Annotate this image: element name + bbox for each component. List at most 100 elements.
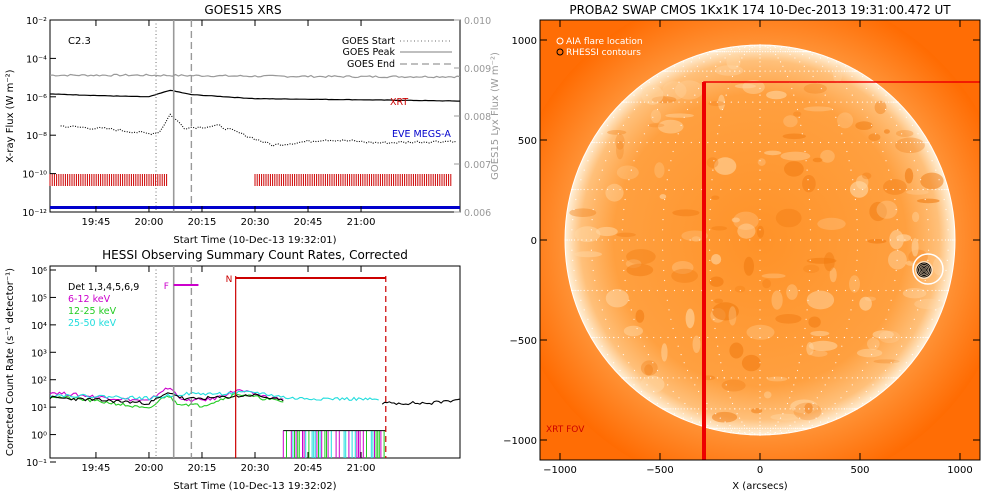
swap-grid-dot: [803, 51, 805, 53]
swap-grid-dot: [896, 141, 898, 144]
swap-grid-dot: [848, 70, 850, 72]
swap-grid-dot: [759, 61, 761, 63]
swap-grid-dot: [816, 70, 818, 72]
swap-grid-dot: [734, 70, 736, 72]
goes-eve-label: EVE MEGS-A: [392, 129, 451, 140]
swap-grid-dot: [622, 259, 624, 261]
swap-grid-dot: [853, 289, 855, 292]
swap-grid-dot: [594, 336, 596, 339]
swap-disk-feature: [895, 137, 925, 154]
swap-grid-dot: [591, 150, 593, 153]
swap-grid-dot: [680, 70, 682, 72]
swap-grid-dot: [779, 48, 781, 50]
swap-disk-feature: [804, 403, 813, 414]
swap-disk-feature: [784, 161, 804, 177]
swap-grid-dot: [749, 239, 751, 241]
swap-grid-dot: [581, 239, 583, 241]
swap-rhessi-contour: [922, 268, 926, 272]
swap-grid-dot: [648, 397, 650, 399]
swap-grid-dot: [846, 101, 848, 103]
swap-grid-dot: [777, 421, 779, 423]
swap-grid-dot: [729, 397, 731, 399]
swap-grid-dot: [805, 427, 807, 429]
swap-grid-dot: [754, 51, 756, 53]
swap-grid-dot: [748, 430, 751, 432]
swap-disk-feature: [708, 101, 726, 107]
swap-disk-feature: [904, 168, 914, 184]
swap-grid-dot: [682, 417, 685, 419]
swap-grid-dot: [663, 70, 665, 72]
swap-grid-dot: [759, 179, 761, 181]
swap-grid-dot: [935, 289, 937, 292]
swap-grid-dot: [817, 53, 819, 56]
swap-grid-dot: [809, 427, 812, 429]
swap-grid-dot: [759, 108, 761, 111]
swap-disk-feature: [837, 112, 854, 129]
swap-grid-dot: [899, 369, 901, 372]
swap-grid-dot: [596, 188, 598, 191]
swap-grid-dot: [640, 336, 642, 339]
swap-grid-dot: [706, 408, 708, 410]
swap-grid-dot: [777, 427, 779, 429]
swap-grid-dot: [680, 239, 682, 241]
swap-grid-dot: [667, 75, 669, 78]
swap-disk-feature: [783, 115, 798, 128]
swap-grid-dot: [762, 51, 764, 53]
swap-grid-dot: [628, 179, 630, 181]
goes-y-tick-label: 10⁻⁴: [26, 54, 47, 65]
swap-grid-dot: [784, 51, 786, 53]
swap-grid-dot: [777, 51, 779, 53]
swap-grid-dot: [791, 51, 793, 53]
swap-grid-dot: [739, 188, 741, 191]
swap-grid-dot: [580, 289, 582, 292]
swap-grid-dot: [862, 75, 864, 78]
swap-disk-feature: [932, 257, 946, 276]
swap-grid-dot: [805, 160, 807, 162]
swap-grid-dot: [922, 141, 924, 144]
swap-disk-feature: [650, 109, 662, 123]
swap-grid-dot: [636, 239, 638, 241]
swap-grid-dot: [575, 289, 577, 292]
swap-grid-dot: [744, 70, 746, 72]
swap-grid-dot: [945, 269, 947, 272]
swap-grid-dot: [715, 336, 717, 339]
swap-grid-dot: [800, 51, 802, 53]
swap-grid-dot: [855, 269, 857, 272]
swap-grid-dot: [729, 289, 732, 292]
swap-grid-dot: [764, 44, 766, 46]
swap-grid-dot: [801, 51, 803, 53]
swap-grid-dot: [856, 239, 859, 241]
swap-grid-dot: [594, 279, 596, 282]
swap-grid-dot: [719, 70, 721, 72]
swap-grid-dot: [945, 289, 947, 292]
swap-grid-dot: [888, 309, 890, 311]
swap-grid-dot: [789, 51, 791, 53]
swap-grid-dot: [865, 87, 867, 90]
swap-grid-dot: [686, 369, 689, 372]
swap-grid-dot: [683, 116, 685, 118]
swap-grid-dot: [852, 299, 854, 301]
swap-title: PROBA2 SWAP CMOS 1Kx1K 174 10-Dec-2013 1…: [569, 3, 951, 17]
swap-grid-dot: [910, 239, 913, 241]
swap-grid-dot: [855, 208, 857, 211]
swap-grid-dot: [667, 336, 669, 339]
goes-y-tick-label: 10⁻¹⁰: [22, 170, 47, 181]
swap-grid-dot: [613, 188, 615, 191]
swap-grid-dot: [884, 369, 887, 372]
swap-grid-dot: [643, 377, 646, 379]
swap-grid-dot: [715, 413, 717, 415]
swap-grid-dot: [892, 101, 894, 103]
swap-grid-dot: [788, 188, 791, 191]
swap-grid-dot: [824, 384, 826, 386]
swap-grid-dot: [843, 141, 846, 144]
swap-grid-dot: [764, 427, 766, 429]
swap-grid-dot: [808, 279, 811, 282]
swap-grid-dot: [882, 327, 884, 330]
swap-grid-dot: [734, 51, 736, 53]
swap-grid-dot: [795, 377, 797, 379]
swap-grid-dot: [713, 427, 715, 429]
swap-grid-dot: [729, 46, 732, 49]
swap-grid-dot: [767, 51, 769, 53]
swap-grid-dot: [605, 160, 607, 162]
swap-grid-dot: [703, 61, 705, 63]
